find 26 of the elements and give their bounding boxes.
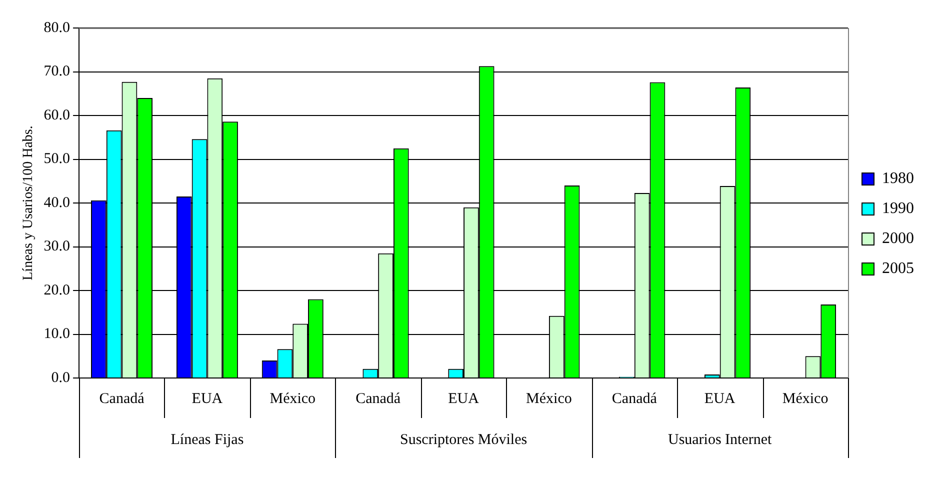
x-tick-label: EUA: [448, 390, 480, 407]
y-tick-label: 70.0: [44, 64, 70, 80]
y-tick-label: 30.0: [44, 238, 70, 255]
x-tick-label: Canadá: [356, 390, 401, 407]
y-tick-label: 0.0: [51, 370, 70, 386]
x-tick-label: Canadá: [99, 390, 145, 407]
text: Líneas Fijas: [170, 432, 244, 448]
y-tick-label: 50.0: [44, 151, 70, 168]
y-tick-label: 80.0: [44, 20, 70, 36]
text: Usuarios Internet: [668, 432, 773, 448]
legend-label: 1980: [882, 170, 914, 188]
x-tick-label: EUA: [192, 390, 223, 407]
y-tick-label: 40.0: [44, 194, 70, 211]
text: Suscriptores Móviles: [400, 432, 528, 448]
y-tick-label: 60.0: [44, 107, 70, 124]
x-tick-label: México: [270, 390, 316, 407]
x-tick-label: México: [782, 390, 828, 407]
y-tick-label: 10.0: [44, 326, 70, 342]
legend-label: 1990: [882, 200, 914, 218]
y-tick-label: 20.0: [44, 282, 70, 298]
x-tick-label: Canadá: [612, 390, 658, 407]
legend-label: 2000: [882, 230, 914, 248]
x-tick-label: EUA: [704, 390, 736, 407]
legend-label: 2005: [882, 260, 914, 278]
y-axis-title: Líneas y Usarios/100 Habs.: [21, 126, 36, 280]
x-tick-label: México: [526, 390, 572, 407]
